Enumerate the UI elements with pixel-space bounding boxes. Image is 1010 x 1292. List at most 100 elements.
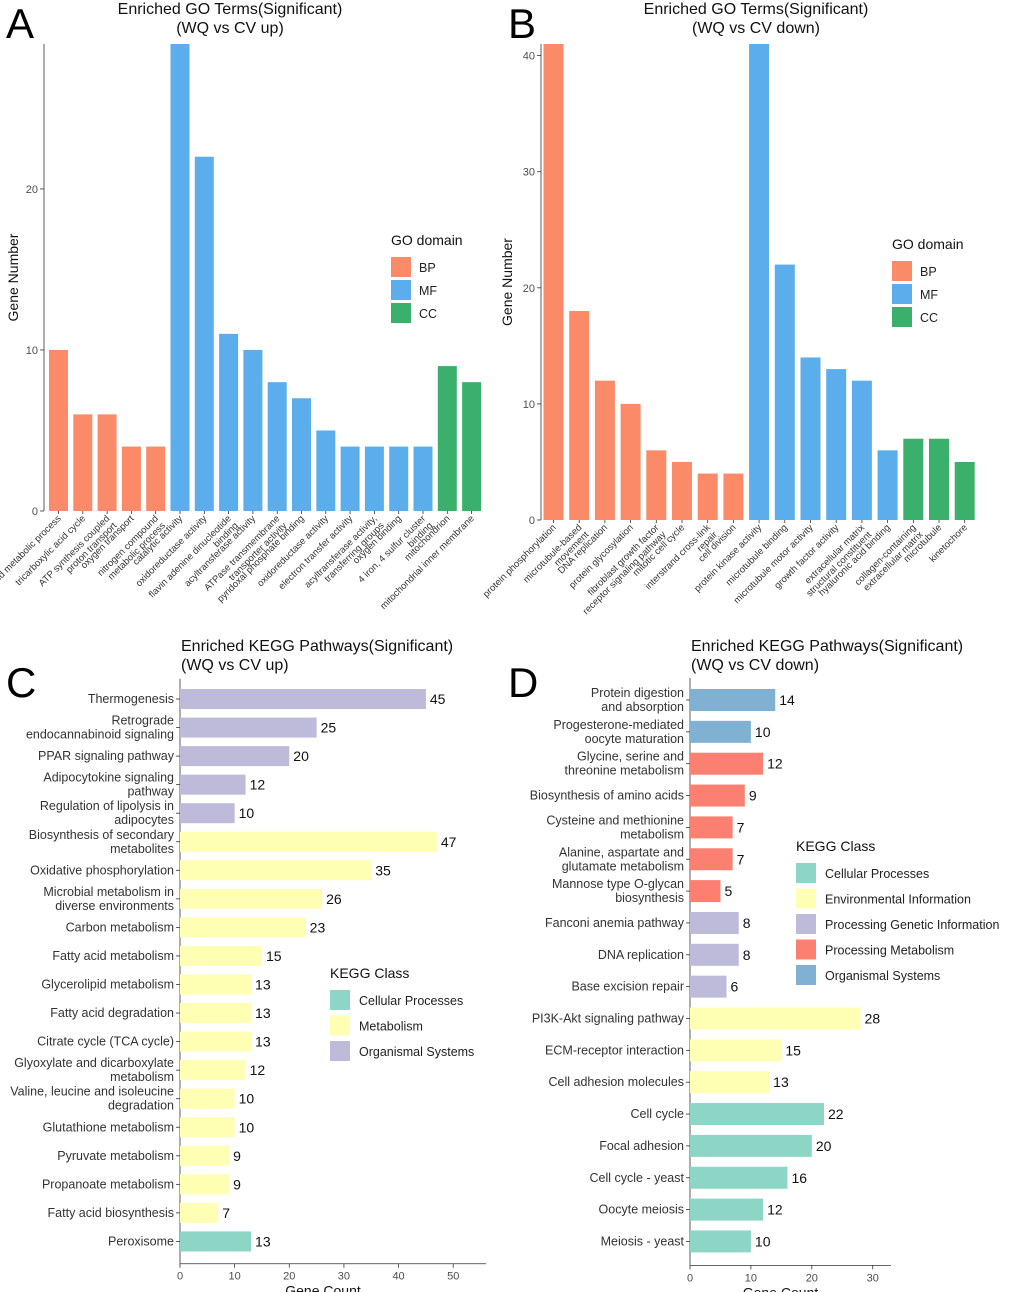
bar-metabolism <box>180 860 372 881</box>
y-tick-label: PPAR signaling pathway <box>38 749 175 763</box>
value-label: 20 <box>293 748 309 764</box>
bar-mf <box>774 264 795 520</box>
bar-mf <box>219 333 239 511</box>
y-tick-label: Peroxisome <box>108 1234 174 1248</box>
bar-bp <box>543 44 564 520</box>
bar-cellular-processes <box>690 1198 764 1221</box>
chart-title: Enriched KEGG Pathways(Significant) <box>691 638 963 655</box>
panel-letter: D <box>508 659 538 706</box>
bar-mf <box>364 446 384 511</box>
bar-organismal-systems <box>180 689 426 709</box>
x-axis-title: Gene Count <box>743 1284 819 1292</box>
value-label: 23 <box>310 919 326 935</box>
x-axis-title: Gene Count <box>285 1283 361 1292</box>
bar-cellular-processes <box>690 1166 788 1189</box>
bar-processing-metabolism <box>690 784 745 807</box>
y-tick-label: Cell adhesion molecules <box>549 1075 685 1089</box>
bar-metabolism <box>180 1145 230 1166</box>
bar-organismal-systems <box>180 717 317 738</box>
legend-label: Organismal Systems <box>825 969 940 983</box>
value-label: 25 <box>321 720 337 736</box>
value-label: 6 <box>731 979 739 995</box>
bar-mf <box>749 44 770 520</box>
y-tick-label: 20 <box>523 283 535 295</box>
bar-cc <box>462 382 482 511</box>
bar-environmental-information <box>690 1007 861 1030</box>
bar-mf <box>413 446 433 511</box>
y-tick-label: 20 <box>26 184 38 196</box>
bar-bp <box>697 473 718 520</box>
y-tick-label: Focal adhesion <box>599 1139 684 1153</box>
y-tick-label: Fatty acid biosynthesis <box>48 1206 174 1220</box>
y-tick-label: Oocyte meiosis <box>599 1203 684 1217</box>
bar-metabolism <box>180 1202 219 1223</box>
legend-swatch <box>796 863 816 883</box>
legend-label: CC <box>920 311 938 325</box>
bar-metabolism <box>180 1174 230 1195</box>
legend-label: Processing Genetic Information <box>825 918 999 932</box>
value-label: 12 <box>767 1202 783 1218</box>
bar-mf <box>826 369 847 520</box>
bar-bp <box>672 461 692 520</box>
panel-b-go-down: B Enriched GO Terms(Significant) (WQ vs CV… <box>481 0 975 617</box>
legend-label: Metabolism <box>359 1020 423 1034</box>
value-label: 47 <box>441 834 457 850</box>
value-label: 26 <box>326 891 342 907</box>
bar-mf <box>267 382 287 511</box>
bar-mf <box>851 380 872 520</box>
bar-cc <box>903 438 924 520</box>
legend-swatch <box>796 914 816 934</box>
bar-organismal-systems-d <box>690 689 776 711</box>
bar-processing-metabolism <box>690 848 733 871</box>
y-tick-label: Fatty acid metabolism <box>52 949 174 963</box>
bar-organismal-systems <box>180 803 235 824</box>
y-axis-title: Gene Number <box>5 233 21 321</box>
value-label: 12 <box>767 756 783 772</box>
y-tick-label: Glyoxylate and dicarboxylate metabolism <box>14 1056 174 1084</box>
value-label: 9 <box>233 1176 241 1192</box>
legend-swatch <box>330 1015 350 1036</box>
y-tick-label: Microbial metabolism in diverse environme… <box>43 885 174 913</box>
value-label: 22 <box>828 1106 844 1122</box>
legend-swatch-bp <box>391 257 411 277</box>
legend-label: Cellular Processes <box>359 994 463 1008</box>
y-tick-label: Alanine, aspartate and glutamate metaboli… <box>559 845 684 873</box>
y-tick-label: Fanconi anemia pathway <box>545 916 685 930</box>
y-tick-label: Progesterone-mediated oocyte maturation <box>553 718 684 746</box>
y-tick-label: 0 <box>32 506 38 518</box>
panel-d-kegg-down: D Enriched KEGG Pathways(Significant) (WQ … <box>508 638 999 1292</box>
bar-environmental-information <box>690 1039 782 1062</box>
legend-swatch-mf <box>391 280 411 300</box>
legend-label: MF <box>920 288 938 302</box>
legend-label: Processing Metabolism <box>825 944 954 958</box>
y-tick-label: PI3K-Akt signaling pathway <box>532 1012 685 1026</box>
legend-swatch-cc <box>892 307 912 327</box>
chart-title: Enriched KEGG Pathways(Significant) <box>181 638 453 655</box>
y-tick-label: 30 <box>523 167 535 179</box>
panel-letter: B <box>508 0 536 47</box>
y-tick-label: Cysteine and methionine metabolism <box>546 813 684 841</box>
bar-mf <box>316 430 336 511</box>
value-label: 35 <box>375 862 391 878</box>
bar-cellular-processes <box>690 1103 824 1126</box>
chart-subtitle: (WQ vs CV up) <box>181 657 289 674</box>
value-label: 5 <box>724 883 732 899</box>
y-tick-label: 10 <box>523 399 535 411</box>
value-label: 13 <box>255 1233 271 1249</box>
value-label: 9 <box>749 788 757 804</box>
bar-processing-genetic-information <box>690 975 727 998</box>
legend-title: GO domain <box>391 232 463 248</box>
legend-label: CC <box>419 307 437 321</box>
bar-organismal-systems-d <box>690 720 751 743</box>
bar-cellular-processes <box>690 1134 812 1157</box>
bar-mf <box>292 398 311 511</box>
bar-metabolism <box>180 1003 252 1024</box>
y-tick-label: 40 <box>523 51 535 63</box>
x-tick-label: 10 <box>229 1271 241 1283</box>
y-tick-label: Glycerolipid metabolism <box>41 978 174 992</box>
y-tick-label: Valine, leucine and isoleucine degradatio… <box>10 1085 174 1113</box>
chart-title: Enriched GO Terms(Significant) <box>644 1 869 18</box>
bar-bp <box>121 446 141 511</box>
value-label: 16 <box>791 1170 807 1186</box>
value-label: 13 <box>255 1005 271 1021</box>
